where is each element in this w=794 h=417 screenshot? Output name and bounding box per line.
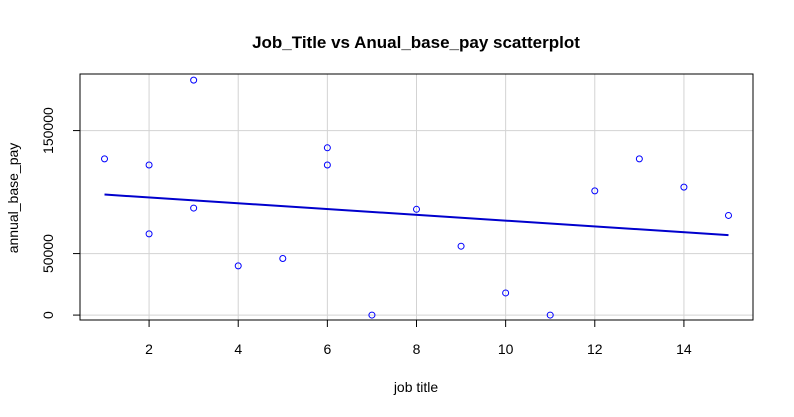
y-axis-label: annual_base_pay [5,143,21,254]
data-point [413,205,420,213]
data-point [279,255,287,262]
y-tick-label: 0 [40,311,56,319]
chart-title: Job_Title vs Anual_base_pay scatterplot [252,33,580,52]
x-tick-label: 4 [234,341,242,357]
x-tick-label: 6 [323,341,331,357]
y-axis: 0 50000 150000 [40,107,81,319]
data-point [323,161,331,169]
x-tick-label: 10 [498,341,514,357]
x-tick-label: 12 [587,341,603,357]
data-point [724,211,732,219]
data-point [101,155,109,163]
data-point [635,155,643,163]
data-points [101,76,732,319]
data-point [323,144,331,152]
data-point [190,204,198,212]
data-point [234,262,242,270]
x-tick-label: 14 [676,341,692,357]
y-tick-label: 50000 [40,234,56,273]
data-point [591,187,599,195]
data-point [145,161,153,169]
data-point [680,183,688,191]
data-point [457,242,465,250]
data-point [368,311,376,319]
data-point [546,311,554,319]
x-axis-label: job title [393,379,439,395]
data-point [502,289,510,297]
x-axis: 2 4 6 8 10 12 14 [145,319,692,357]
data-point [145,230,153,238]
grid-lines [80,74,753,320]
x-tick-label: 8 [413,341,421,357]
data-point [190,76,198,84]
regression-line [104,193,729,237]
x-tick-label: 2 [145,341,153,357]
y-tick-label: 150000 [40,107,56,154]
